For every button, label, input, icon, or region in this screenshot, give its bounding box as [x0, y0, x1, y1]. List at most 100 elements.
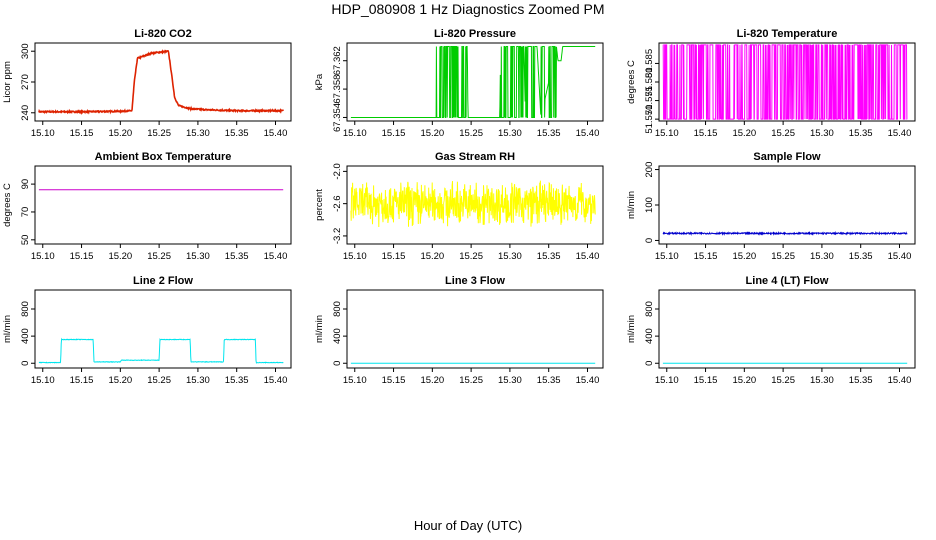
plot-panel: Sample Flow 15.10 15.15 15.20 15.25 15.30 15.3…	[626, 151, 916, 262]
x-tick-label: 15.35	[849, 375, 873, 386]
x-tick-label: 15.25	[147, 251, 171, 262]
y-tick-label: 300	[20, 43, 31, 59]
y-tick-label: -2.0	[332, 163, 343, 179]
x-tick-label: 15.40	[888, 375, 912, 386]
x-tick-label: 15.30	[498, 251, 522, 262]
x-tick-label: 15.35	[537, 251, 561, 262]
y-tick-label: 67.354	[332, 103, 343, 132]
y-tick-label: 90	[20, 179, 31, 190]
y-tick-label: 800	[332, 301, 343, 317]
y-tick-label: 51.575	[644, 86, 655, 115]
x-tick-label: 15.20	[108, 251, 132, 262]
x-tick-label: 15.30	[186, 251, 210, 262]
x-tick-label: 15.25	[147, 375, 171, 386]
y-tick-label: 0	[20, 361, 31, 366]
plot-frame	[346, 42, 604, 122]
plot-panel: Li-820 CO2 15.10 15.15 15.20 15.25 15.30 15.35…	[2, 28, 292, 139]
plot-title: Li-820 Temperature	[737, 28, 838, 40]
x-tick-label: 15.20	[732, 375, 756, 386]
y-tick-label: 70	[20, 207, 31, 218]
x-tick-label: 15.15	[694, 375, 718, 386]
plot-title: Ambient Box Temperature	[95, 151, 232, 163]
x-tick-label: 15.25	[771, 128, 795, 139]
x-tick-label: 15.35	[225, 128, 249, 139]
x-axis-caption: Hour of Day (UTC)	[413, 518, 523, 533]
y-tick-label: 0	[644, 361, 655, 366]
y-axis-label: ml/min	[2, 315, 13, 343]
plot-title: Line 2 Flow	[133, 275, 193, 287]
x-tick-label: 15.25	[459, 251, 483, 262]
x-tick-label: 15.25	[459, 375, 483, 386]
x-tick-label: 15.15	[70, 375, 94, 386]
y-tick-label: 240	[20, 105, 31, 121]
x-tick-label: 15.25	[771, 375, 795, 386]
plot-frame	[34, 42, 292, 122]
data-series-line	[350, 46, 596, 118]
x-tick-label: 15.15	[70, 251, 94, 262]
plot-panel: Line 4 (LT) Flow 15.10 15.15 15.20 15.25 15.3…	[626, 275, 916, 386]
x-tick-label: 15.20	[732, 251, 756, 262]
y-axis-label: percent	[314, 189, 325, 221]
plot-panel: Gas Stream RH 15.10 15.15 15.20 15.25 15.30 15…	[314, 151, 604, 262]
x-tick-label: 15.35	[849, 128, 873, 139]
y-axis-label: degrees C	[2, 183, 13, 227]
plot-panel: Line 2 Flow 15.10 15.15 15.20 15.25 15.30 15.3…	[2, 275, 292, 386]
y-axis-label: degrees C	[626, 60, 637, 104]
y-tick-label: 51.570	[644, 105, 655, 134]
x-tick-label: 15.30	[186, 128, 210, 139]
x-tick-label: 15.40	[576, 128, 600, 139]
x-tick-label: 15.10	[31, 251, 55, 262]
y-tick-label: 67.358	[332, 75, 343, 104]
plot-title: Li-820 CO2	[134, 28, 191, 40]
x-tick-label: 15.15	[382, 375, 406, 386]
plot-frame	[346, 165, 604, 245]
data-series-line	[350, 180, 596, 228]
data-series-line	[662, 230, 908, 237]
x-tick-label: 15.20	[732, 128, 756, 139]
y-tick-label: 400	[332, 328, 343, 344]
x-tick-label: 15.25	[771, 251, 795, 262]
x-tick-label: 15.30	[810, 375, 834, 386]
x-tick-label: 15.10	[343, 251, 367, 262]
x-tick-label: 15.20	[420, 375, 444, 386]
y-tick-label: 67.362	[332, 46, 343, 75]
plot-title: Line 4 (LT) Flow	[746, 275, 829, 287]
y-tick-label: 800	[644, 301, 655, 317]
x-tick-label: 15.10	[31, 128, 55, 139]
y-tick-label: 400	[644, 328, 655, 344]
plot-title: Gas Stream RH	[435, 151, 515, 163]
x-tick-label: 15.10	[655, 375, 679, 386]
y-axis-label: ml/min	[626, 191, 637, 219]
x-tick-label: 15.40	[264, 128, 288, 139]
plot-title: Sample Flow	[753, 151, 821, 163]
x-tick-label: 15.30	[498, 128, 522, 139]
y-tick-label: -3.2	[332, 228, 343, 244]
x-tick-label: 15.35	[537, 375, 561, 386]
plot-frame	[34, 289, 292, 369]
x-tick-label: 15.20	[108, 375, 132, 386]
y-tick-label: 0	[332, 361, 343, 366]
x-tick-label: 15.15	[382, 251, 406, 262]
x-tick-label: 15.30	[498, 375, 522, 386]
x-tick-label: 15.40	[888, 128, 912, 139]
y-tick-label: 400	[20, 328, 31, 344]
x-tick-label: 15.40	[576, 251, 600, 262]
x-tick-label: 15.25	[147, 128, 171, 139]
y-tick-label: -2.6	[332, 195, 343, 211]
y-tick-label: 800	[20, 301, 31, 317]
x-tick-label: 15.30	[810, 128, 834, 139]
plot-panel: Li-820 Pressure 15.10 15.15 15.20 15.25 15.30…	[314, 28, 604, 139]
y-axis-label: kPa	[314, 73, 325, 90]
y-axis-label: Licor ppm	[2, 61, 13, 103]
y-tick-label: 270	[20, 74, 31, 90]
plot-title: Line 3 Flow	[445, 275, 505, 287]
plot-panel: Ambient Box Temperature 15.10 15.15 15.20 15…	[2, 151, 292, 262]
x-tick-label: 15.40	[264, 375, 288, 386]
x-tick-label: 15.10	[343, 128, 367, 139]
x-tick-label: 15.15	[694, 128, 718, 139]
x-tick-label: 15.30	[186, 375, 210, 386]
x-tick-label: 15.20	[108, 128, 132, 139]
x-tick-label: 15.40	[888, 251, 912, 262]
plot-panel: Line 3 Flow 15.10 15.15 15.20 15.25 15.30 15.3…	[314, 275, 604, 386]
